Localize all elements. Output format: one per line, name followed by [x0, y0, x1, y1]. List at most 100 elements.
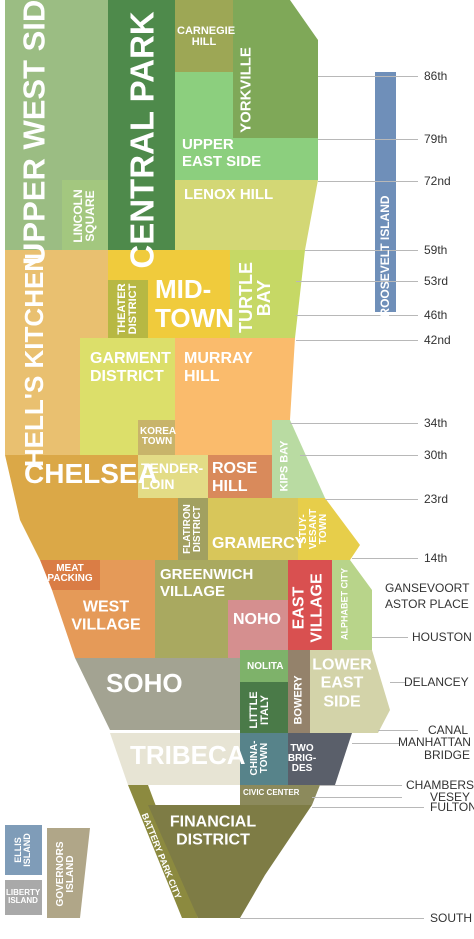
- street-label: 14th: [424, 551, 448, 565]
- street-label: GANSEVOORT: [385, 581, 470, 595]
- street-label: ASTOR PLACE: [385, 597, 469, 611]
- region-financial-district[interactable]: [148, 805, 312, 918]
- label-lower-east-side: LOWER EAST SIDE: [312, 656, 372, 711]
- label-nolita: NOLITA: [247, 661, 284, 672]
- region-two-bridges[interactable]: [288, 733, 352, 785]
- label-carnegie-hill: CARNEGIE HILL: [177, 25, 236, 48]
- region-korea-town[interactable]: [138, 420, 175, 455]
- label-upper-east-side: UPPER EAST SIDE: [182, 136, 262, 171]
- street-line: [378, 730, 418, 731]
- street-label: 86th: [424, 69, 448, 83]
- region-west-village[interactable]: [52, 560, 155, 658]
- label-east-village: EAST VILLAGE: [290, 573, 325, 643]
- street-line: [372, 637, 408, 638]
- street-label: 46th: [424, 308, 448, 322]
- label-civic-center: CIVIC CENTER: [243, 788, 300, 797]
- region-theater-district[interactable]: [108, 280, 148, 338]
- label-alphabet-city: ALPHABET CITY: [339, 568, 350, 640]
- street-line: [318, 76, 418, 77]
- street-label: FULTON: [430, 800, 474, 814]
- region-tribeca[interactable]: [110, 733, 240, 785]
- region-chinatown[interactable]: [240, 733, 288, 785]
- street-line: [312, 807, 424, 808]
- street-label: VESEY: [430, 790, 471, 804]
- street-line: [296, 281, 418, 282]
- label-murray-hill: MURRAY HILL: [184, 350, 253, 386]
- street-line: [318, 181, 418, 182]
- region-noho[interactable]: [228, 600, 288, 658]
- label-gramercy: GRAMERCY: [212, 535, 306, 552]
- label-hells-kitchen: HELL'S KITCHEN: [19, 252, 49, 468]
- region-carnegie-hill[interactable]: [175, 0, 233, 72]
- street-label: 53rd: [424, 274, 449, 288]
- region-lenox-hill[interactable]: [175, 180, 318, 250]
- street-line: [320, 785, 402, 786]
- label-west-village: WEST VILLAGE: [71, 598, 141, 634]
- street-label: 30th: [424, 448, 448, 462]
- label-governors-island: GOVERNORS ISLAND: [55, 841, 76, 907]
- street-label: 79th: [424, 132, 448, 146]
- street-line: [352, 558, 418, 559]
- street-label: MANHATTAN BRIDGE: [398, 735, 471, 762]
- label-theater-district: THEATER DISTRICT: [116, 283, 139, 335]
- region-gramercy[interactable]: [208, 498, 298, 560]
- region-rose-hill[interactable]: [208, 455, 272, 498]
- label-korea-town: KOREA TOWN: [140, 426, 177, 447]
- region-lincoln-square[interactable]: [62, 180, 108, 250]
- region-battery-park-city[interactable]: [128, 785, 198, 918]
- region-nolita[interactable]: [240, 650, 288, 682]
- region-greenwich-village[interactable]: [155, 560, 288, 658]
- label-yorkville: YORKVILLE: [237, 47, 255, 133]
- region-garment-district[interactable]: [80, 338, 175, 455]
- label-tenderloin: TENDER-LOIN: [141, 460, 204, 493]
- street-line: [296, 340, 418, 341]
- street-label: 59th: [424, 243, 448, 257]
- label-chinatown: CHINA-TOWN: [249, 740, 270, 776]
- region-ellis-island[interactable]: [5, 825, 42, 875]
- label-lenox-hill: LENOX HILL: [184, 186, 274, 203]
- label-kips-bay: KIPS BAY: [278, 440, 291, 492]
- region-alphabet-city[interactable]: [332, 560, 372, 650]
- label-roosevelt-island: ROOSEVELT ISLAND: [378, 195, 392, 317]
- region-hells-kitchen[interactable]: [5, 250, 108, 455]
- region-murray-hill[interactable]: [175, 338, 295, 455]
- street-label: DELANCEY: [404, 675, 469, 689]
- region-soho[interactable]: [75, 658, 240, 730]
- region-flatiron[interactable]: [178, 498, 208, 560]
- region-civic-center[interactable]: [240, 785, 320, 805]
- street-label: 23rd: [424, 492, 449, 506]
- street-line: [296, 315, 418, 316]
- region-upper-east-side[interactable]: [175, 72, 318, 180]
- label-meat-packing: MEAT PACKING: [47, 563, 93, 584]
- label-greenwich-village: GREENWICH VILLAGE: [160, 566, 254, 601]
- label-little-italy: LITTLE ITALY: [248, 691, 271, 729]
- street-label: CHAMBERS: [406, 778, 474, 792]
- street-label: 34th: [424, 416, 448, 430]
- region-midtown[interactable]: [108, 250, 230, 338]
- region-little-italy[interactable]: [240, 682, 288, 733]
- label-bowery: BOWERY: [292, 675, 305, 725]
- region-lower-east-side[interactable]: [310, 650, 390, 733]
- street-line: [300, 455, 418, 456]
- region-bowery[interactable]: [288, 650, 310, 733]
- region-turtle-bay[interactable]: [230, 250, 305, 338]
- region-central-park[interactable]: [108, 0, 175, 250]
- region-chelsea[interactable]: [5, 455, 178, 560]
- street-label: 72nd: [424, 174, 451, 188]
- region-stuyvesant-town[interactable]: [298, 498, 360, 560]
- region-east-village[interactable]: [288, 560, 332, 650]
- region-yorkville[interactable]: [233, 0, 318, 138]
- region-meat-packing[interactable]: [40, 560, 100, 590]
- street-line: [318, 139, 418, 140]
- street-label: HOUSTON: [412, 630, 472, 644]
- region-kips-bay[interactable]: [272, 420, 325, 498]
- region-governors-island[interactable]: [47, 828, 90, 918]
- street-line: [290, 423, 418, 424]
- street-line: [390, 682, 406, 683]
- region-liberty-island[interactable]: [5, 880, 42, 915]
- region-tenderloin[interactable]: [138, 455, 208, 498]
- label-soho: SOHO: [106, 668, 183, 698]
- street-line: [325, 499, 418, 500]
- region-roosevelt-island[interactable]: [375, 72, 396, 312]
